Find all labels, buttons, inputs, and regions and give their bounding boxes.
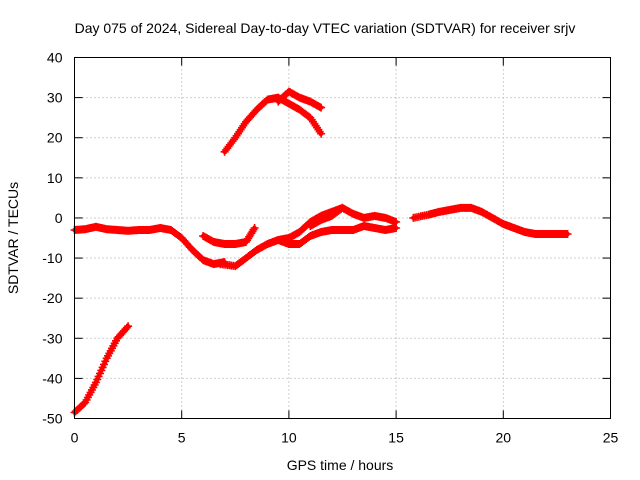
series-arc-3: [199, 224, 259, 248]
series-point-markers: [199, 224, 259, 248]
y-tick-label: -50: [42, 411, 62, 427]
y-tick-label: 40: [47, 50, 63, 66]
series-point-markers: [274, 87, 326, 112]
x-axis-label: GPS time / hours: [287, 457, 394, 473]
x-tick-label: 25: [603, 430, 619, 446]
series-point-markers: [409, 203, 572, 238]
y-axis-label: SDTVAR / TECUs: [5, 182, 21, 294]
y-tick-label: -10: [42, 250, 62, 266]
x-tick-label: 15: [388, 430, 404, 446]
series-arc-5: [274, 87, 326, 112]
series-arc-8: [306, 203, 401, 230]
chart-title: Day 075 of 2024, Sidereal Day-to-day VTE…: [75, 20, 576, 36]
y-tick-label: -20: [42, 290, 62, 306]
series-arc-2: [70, 222, 229, 269]
grid: [74, 57, 611, 419]
x-tick-label: 0: [71, 430, 79, 446]
series-point-markers: [70, 322, 133, 417]
series-point-markers: [70, 222, 229, 269]
y-tick-label: 10: [47, 170, 63, 186]
x-tick-label: 10: [281, 430, 297, 446]
x-tick-label: 5: [178, 430, 186, 446]
y-tick-label: -40: [42, 370, 62, 386]
series-arc-9: [409, 203, 572, 238]
plot-frame: [74, 57, 611, 419]
y-tick-label: -30: [42, 330, 62, 346]
y-tick-label: 20: [47, 130, 63, 146]
series-line: [222, 95, 324, 155]
axis-ticks: 0 5 10 15 20 25 -50 -40 -30 -20 -10 0 10 20 30 40: [42, 50, 618, 446]
series-point-markers: [306, 203, 401, 230]
series-arc-1: [70, 322, 133, 417]
series-arc-7: [274, 222, 401, 248]
x-tick-label: 20: [496, 430, 512, 446]
series-point-markers: [274, 222, 401, 248]
data-series-group: [70, 87, 572, 417]
y-tick-label: 0: [55, 210, 63, 226]
y-tick-label: 30: [47, 90, 63, 106]
